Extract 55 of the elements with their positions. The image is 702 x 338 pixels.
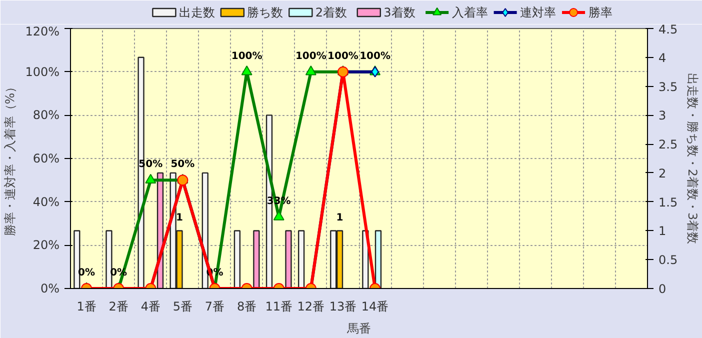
x-tick-label: 8番 bbox=[236, 300, 257, 314]
legend-label: 出走数 bbox=[178, 6, 215, 20]
data-label: 1 bbox=[176, 212, 184, 224]
y2-tick-label: 1 bbox=[658, 224, 666, 238]
y2-tick-label: 3 bbox=[658, 108, 666, 123]
y-tick-label: 0% bbox=[40, 282, 60, 296]
x-tick-label: 1番 bbox=[76, 300, 96, 314]
bar bbox=[253, 230, 260, 288]
x-tick-label: 5番 bbox=[172, 300, 193, 314]
y2-tick-label: 2.5 bbox=[658, 138, 678, 152]
legend-label: 勝率 bbox=[588, 6, 612, 20]
legend-label: 2着数 bbox=[315, 6, 348, 20]
point bbox=[241, 66, 252, 76]
data-label: 100% bbox=[295, 50, 326, 62]
bar bbox=[285, 230, 292, 288]
y-tick-label: 80% bbox=[32, 108, 60, 122]
y-tick-label: 120% bbox=[25, 24, 60, 38]
bar bbox=[234, 230, 241, 288]
legend-label: 連対率 bbox=[520, 6, 556, 20]
data-label: 100% bbox=[231, 50, 262, 62]
point bbox=[305, 66, 316, 76]
data-label: 1 bbox=[336, 212, 344, 224]
y2-tick-label: 0.5 bbox=[658, 253, 678, 268]
y-tick-label: 60% bbox=[32, 152, 60, 166]
y2-tick-label: 2 bbox=[658, 166, 666, 180]
bar bbox=[106, 230, 112, 288]
data-label: 100% bbox=[328, 50, 358, 62]
data-label: 100% bbox=[360, 50, 390, 62]
bar bbox=[374, 230, 382, 288]
y-tick-label: 40% bbox=[32, 194, 60, 209]
x-tick-label: 4番 bbox=[140, 300, 160, 314]
bar bbox=[298, 230, 305, 288]
y2-tick-label: 3.5 bbox=[658, 80, 678, 94]
bar bbox=[74, 230, 80, 288]
x-tick-label: 2番 bbox=[108, 300, 128, 314]
legend-label: 入着率 bbox=[452, 6, 488, 20]
y2-tick-label: 4 bbox=[658, 50, 666, 65]
y2-axis-title: 出走数・勝ち数・2着数・3着数 bbox=[686, 72, 700, 244]
y-tick-label: 100% bbox=[25, 64, 60, 79]
x-tick-label: 13番 bbox=[329, 300, 357, 314]
point bbox=[145, 174, 156, 184]
y2-tick-label: 1.5 bbox=[658, 195, 678, 210]
x-tick-label: 7番 bbox=[204, 300, 225, 314]
legend-label: 3着数 bbox=[384, 6, 416, 20]
x-tick-label: 11番 bbox=[265, 300, 293, 314]
point bbox=[273, 210, 284, 220]
data-label: 50% bbox=[170, 159, 195, 170]
y-tick-label: 20% bbox=[32, 238, 60, 252]
y2-tick-label: 0 bbox=[658, 282, 666, 296]
legend-label: 勝ち数 bbox=[247, 6, 284, 20]
x-axis-title: 馬番 bbox=[346, 322, 371, 336]
x-tick-label: 12番 bbox=[297, 300, 325, 314]
y2-tick-label: 4.5 bbox=[658, 22, 678, 36]
y-axis-title: 勝率・連対率・入着率（%） bbox=[3, 80, 18, 236]
x-tick-label: 14番 bbox=[361, 300, 389, 314]
